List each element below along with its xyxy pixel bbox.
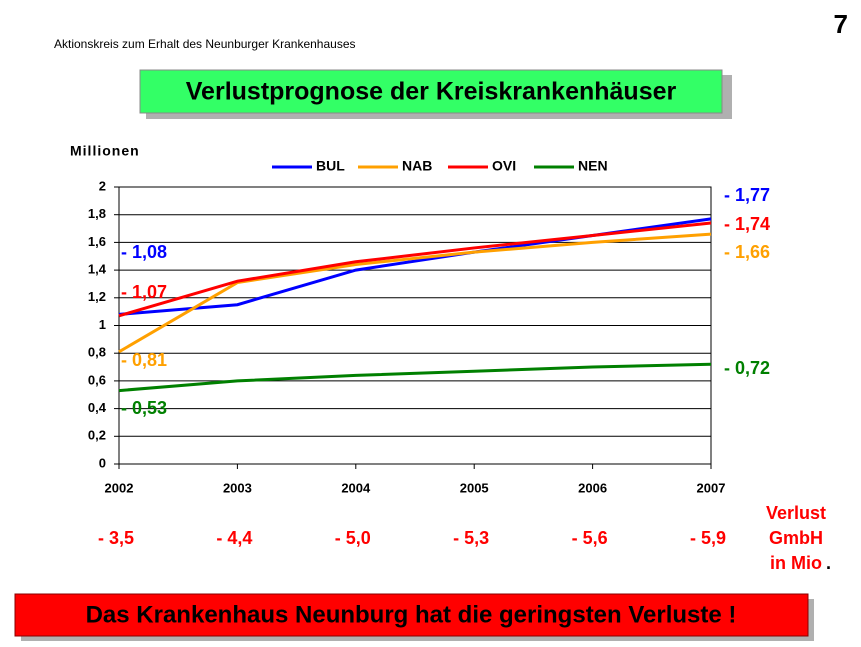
series-line: [118, 362, 712, 393]
value-label: - 0,72: [724, 358, 770, 378]
x-tick-label: 2002: [105, 480, 134, 495]
legend-label: NAB: [402, 158, 432, 174]
legend-label: OVI: [492, 158, 516, 174]
value-label: - 1,07: [121, 282, 167, 302]
loss-caption: in Mio: [770, 553, 822, 573]
plot-border: [118, 186, 712, 465]
value-label: - 1,77: [724, 185, 770, 205]
loss-label: - 5,3: [453, 528, 489, 548]
loss-caption: GmbH: [769, 528, 823, 548]
loss-label: - 5,6: [572, 528, 608, 548]
series-line: [118, 232, 712, 354]
loss-label: - 4,4: [216, 528, 252, 548]
title-box: [139, 69, 723, 114]
loss-label: - 5,9: [690, 528, 726, 548]
y-tick-label: 1,8: [88, 206, 106, 221]
value-label: - 1,66: [724, 242, 770, 262]
y-axis-label: Millionen: [70, 143, 140, 159]
x-tick-label: 2004: [341, 480, 371, 495]
y-tick-label: 0,6: [88, 372, 106, 387]
x-tick-label: 2005: [460, 480, 489, 495]
loss-caption: Verlust: [766, 503, 826, 523]
y-tick-label: 2: [99, 178, 106, 193]
y-tick-label: 0,2: [88, 428, 106, 443]
y-tick-label: 1,6: [88, 234, 106, 249]
value-label: - 1,74: [724, 214, 770, 234]
value-label: - 1,08: [121, 242, 167, 262]
header: Aktionskreis zum Erhalt des Neunburger K…: [54, 37, 356, 51]
footer-box: [14, 593, 809, 637]
legend-label: BUL: [316, 158, 345, 174]
y-tick-label: 1,4: [88, 262, 107, 277]
x-tick-label: 2003: [223, 480, 252, 495]
y-tick-label: 1: [99, 317, 106, 332]
page-number: 7: [834, 9, 848, 39]
y-tick-label: 1,2: [88, 289, 106, 304]
value-label: - 0,53: [121, 398, 167, 418]
y-tick-label: 0,4: [88, 400, 107, 415]
legend-label: NEN: [578, 158, 608, 174]
y-tick-label: 0: [99, 455, 106, 470]
series-line: [118, 221, 712, 318]
x-tick-label: 2007: [697, 480, 726, 495]
value-label: - 0,81: [121, 350, 167, 370]
chart-title: Verlustprognose der Kreiskrankenhäuser: [186, 78, 677, 106]
loss-caption-end: .: [826, 553, 831, 573]
loss-label: - 5,0: [335, 528, 371, 548]
footer: Das Krankenhaus Neunburg hat die gerings…: [86, 601, 737, 628]
y-tick-label: 0,8: [88, 345, 106, 360]
x-tick-label: 2006: [578, 480, 607, 495]
loss-label: - 3,5: [98, 528, 134, 548]
